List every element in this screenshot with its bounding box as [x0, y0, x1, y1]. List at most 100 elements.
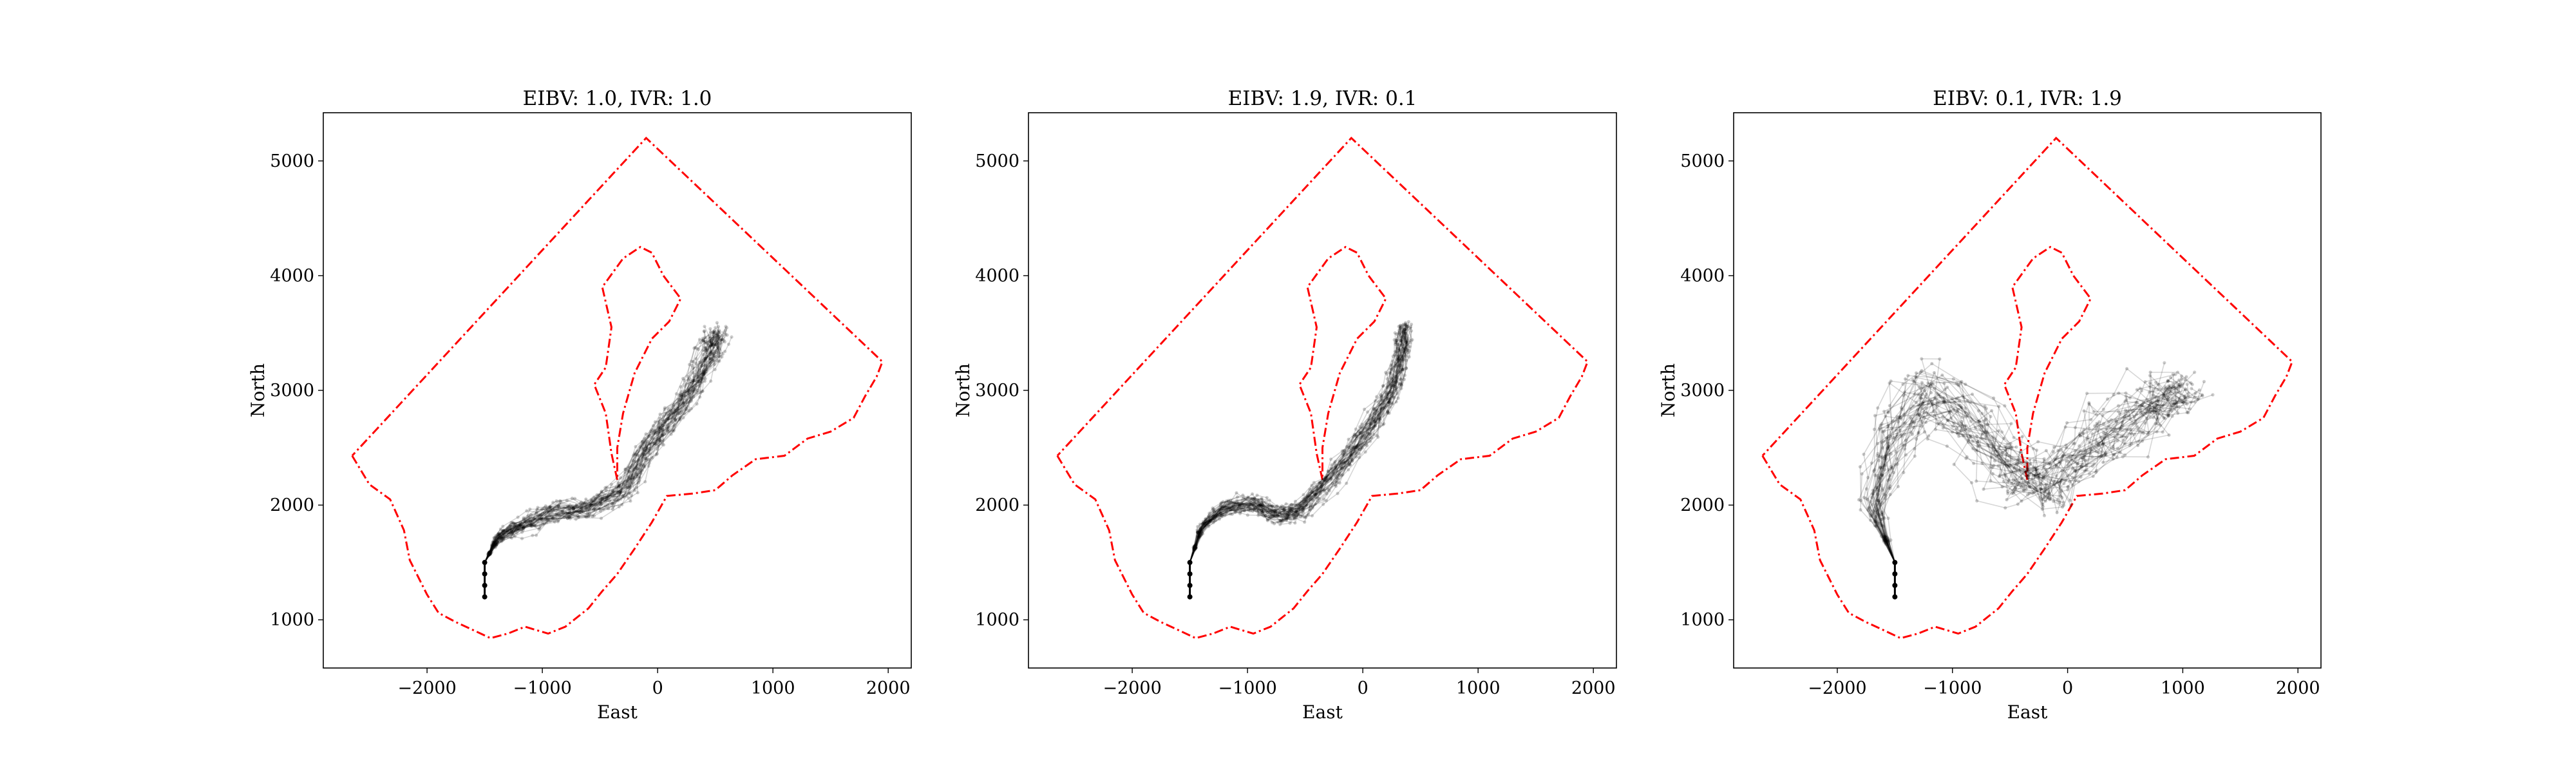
trajectory-point — [724, 326, 729, 330]
trajectory-point — [2043, 486, 2047, 490]
trajectory-point — [1346, 459, 1350, 463]
trajectory-point — [1215, 513, 1218, 518]
trajectory-point — [706, 343, 710, 347]
trajectory-point — [1374, 424, 1378, 428]
trajectory-point — [1296, 503, 1300, 507]
trajectory-point — [512, 529, 516, 533]
trajectory-point — [1272, 513, 1276, 517]
trajectory-point — [1200, 525, 1204, 529]
trajectory-point — [1397, 357, 1401, 361]
trajectory-point — [1233, 510, 1237, 514]
trajectory-point — [1284, 502, 1288, 506]
trajectory-point — [2110, 428, 2114, 432]
trajectory-point — [712, 345, 715, 348]
trajectory-point — [699, 364, 703, 368]
trajectory-point — [653, 432, 657, 435]
trajectory-point — [1904, 453, 1908, 457]
trajectory-point — [2178, 385, 2183, 388]
trajectory-point — [686, 375, 690, 379]
trajectory-point — [2144, 412, 2148, 415]
trajectory-point — [2171, 396, 2175, 400]
trajectory-point — [1888, 486, 1892, 490]
trajectory-point — [679, 390, 683, 394]
trajectory-point — [1360, 434, 1364, 437]
outer-boundary — [1761, 137, 2294, 640]
trajectory-point — [491, 540, 495, 544]
trajectory-point — [1343, 461, 1347, 464]
trajectory-point — [618, 491, 622, 495]
trajectory-point — [712, 359, 715, 363]
trajectory-point — [1282, 509, 1285, 513]
trajectory-point — [2173, 407, 2177, 411]
trajectory-point — [2041, 504, 2045, 508]
trajectory-point — [705, 350, 708, 354]
trajectory-point — [1278, 519, 1283, 523]
trajectory-point — [579, 511, 583, 515]
trajectory-point — [671, 414, 675, 418]
trajectory-point — [1242, 502, 1245, 506]
trajectory-line — [1872, 376, 2187, 563]
trajectory-point — [708, 341, 713, 345]
trajectory-point — [1198, 527, 1203, 531]
trajectory-point — [516, 523, 521, 527]
trajectory-point — [540, 507, 544, 511]
trajectory-point — [1377, 411, 1381, 415]
trajectory-point — [665, 425, 668, 429]
trajectory-point — [692, 385, 696, 389]
trajectory-point — [1198, 534, 1202, 538]
trajectory-point — [1388, 397, 1392, 401]
trajectory-point — [2006, 463, 2010, 467]
trajectory-point — [1950, 430, 1955, 434]
trajectory-point — [2170, 386, 2174, 390]
trajectory-point — [509, 520, 513, 524]
trajectory-point — [652, 441, 656, 446]
trajectory-point — [1405, 348, 1409, 352]
trajectory-line — [484, 334, 728, 563]
trajectory-point — [656, 431, 659, 435]
trajectory-point — [1935, 404, 1939, 408]
trajectory-point — [1401, 323, 1405, 327]
trajectory-point — [677, 393, 681, 397]
trajectory-point — [1335, 476, 1339, 480]
trajectory-point — [1237, 506, 1241, 510]
trajectory-point — [1195, 530, 1199, 534]
trajectory-point — [1343, 449, 1347, 453]
trajectory-point — [2154, 395, 2158, 399]
trajectory-point — [1394, 339, 1398, 343]
trajectory-point — [1984, 434, 1988, 438]
trajectory-point — [1394, 370, 1398, 374]
trajectory-point — [496, 540, 500, 544]
trajectory-point — [1998, 457, 2002, 461]
trajectory-point — [1251, 492, 1255, 496]
trajectory-point — [516, 528, 520, 532]
trajectory-point — [647, 448, 650, 452]
trajectory-point — [591, 500, 596, 504]
trajectory-point — [2031, 447, 2035, 451]
trajectory-point — [567, 508, 571, 511]
trajectory-point — [1367, 418, 1371, 422]
trajectory-point — [1194, 543, 1198, 547]
trajectory-point — [531, 519, 535, 523]
trajectory-line — [484, 335, 724, 563]
trajectory-point — [1199, 527, 1203, 531]
trajectory-line — [1866, 375, 2183, 563]
trajectory-point — [717, 336, 721, 339]
trajectory-point — [1392, 368, 1396, 372]
trajectory-point — [1909, 430, 1913, 434]
trajectory-point — [500, 530, 504, 533]
trajectory-point — [1198, 522, 1202, 526]
trajectory-point — [1890, 466, 1894, 470]
trajectory-point — [1350, 459, 1354, 463]
trajectory-point — [1408, 325, 1412, 329]
trajectory-point — [1928, 398, 1932, 402]
trajectory-point — [575, 504, 579, 508]
trajectory-point — [493, 540, 497, 544]
trajectory-point — [702, 345, 706, 349]
trajectory-point — [1362, 426, 1366, 430]
trajectory-point — [2064, 443, 2068, 447]
trajectory-point — [610, 502, 614, 506]
trajectory-point — [1258, 506, 1262, 510]
trajectory-line — [484, 332, 711, 563]
trajectory-point — [647, 464, 650, 468]
trajectory-point — [1883, 455, 1887, 459]
